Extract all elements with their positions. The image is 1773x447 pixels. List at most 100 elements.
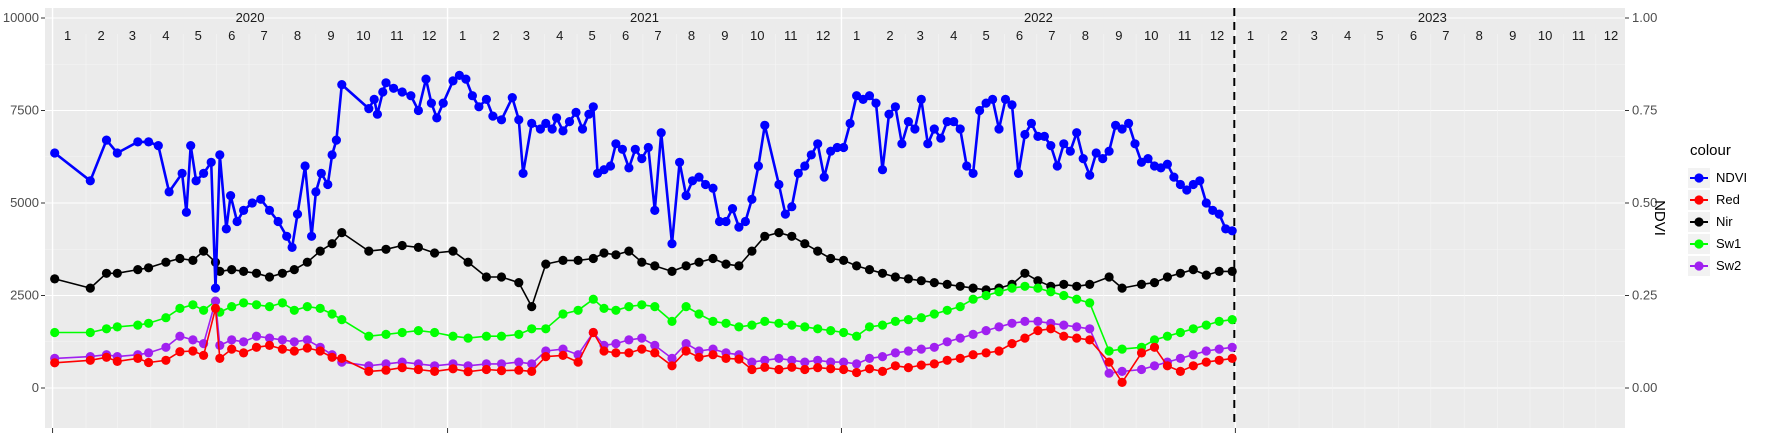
point-ndvi [813,139,823,149]
point-sw2 [826,357,836,367]
point-red [397,363,407,373]
point-red [1162,361,1172,371]
point-red [599,346,609,356]
y2-axis-title: NDVI [1651,200,1668,236]
point-ndvi [191,176,201,186]
legend-label-sw2: Sw2 [1716,258,1741,273]
point-red [227,344,237,354]
point-red [1188,361,1198,371]
point-ndvi [199,168,209,178]
point-red [251,342,262,352]
point-sw1 [681,302,691,312]
month-label: 9 [721,28,728,43]
point-ndvi [282,231,292,241]
point-ndvi [936,133,946,143]
point-red [942,355,952,365]
point-nir [1085,279,1095,289]
point-red [981,348,991,358]
point-sw1 [1149,335,1160,345]
point-red [448,364,458,374]
point-red [210,303,221,313]
point-sw1 [787,320,797,330]
point-red [558,350,568,360]
point-sw2 [215,340,225,350]
point-sw2 [381,359,391,369]
legend-key-point-sw2 [1694,261,1704,271]
year-label: 2020 [236,10,265,25]
point-ndvi [839,142,849,153]
point-sw2 [1033,316,1043,326]
series-sw2 [50,296,1237,378]
month-label: 10 [1144,28,1158,43]
point-sw1 [289,305,299,315]
point-nir [381,244,391,254]
point-ndvi [760,120,770,130]
point-sw2 [210,296,221,306]
point-sw2 [681,339,691,349]
point-nir [541,259,551,269]
point-sw1 [916,313,926,323]
point-sw1 [161,313,171,323]
point-sw2 [955,333,965,343]
point-ndvi [232,216,242,227]
month-label: 4 [556,28,563,43]
month-label: 10 [750,28,764,43]
point-red [364,366,374,376]
point-red [1085,335,1095,345]
point-ndvi [787,202,797,212]
point-red [1033,326,1043,336]
point-nir [968,283,978,293]
point-sw1 [144,318,154,328]
point-ndvi [1013,168,1024,178]
point-ndvi [181,207,191,217]
point-ndvi [413,105,423,116]
point-sw1 [826,326,836,336]
point-sw1 [1085,298,1095,308]
month-label: 2 [1280,28,1287,43]
point-ndvi [514,115,524,125]
point-ndvi [1182,185,1192,195]
point-sw1 [864,322,875,332]
point-sw2 [1020,316,1030,326]
point-sw2 [1136,364,1147,375]
point-sw1 [877,320,888,330]
y-tick-label: 5000 [10,195,39,210]
point-sw1 [541,324,551,334]
point-ndvi [975,105,985,116]
point-ndvi [708,183,718,193]
point-red [1201,357,1211,367]
point-ndvi [300,161,310,171]
point-ndvi [1026,118,1036,128]
point-red [239,348,249,358]
month-label: 1 [459,28,466,43]
point-ndvi [681,191,691,201]
point-red [1117,377,1127,387]
point-ndvi [571,107,581,117]
point-ndvi [897,139,907,149]
point-nir [397,240,407,251]
month-label: 3 [523,28,530,43]
point-ndvi [547,124,557,134]
point-red [813,363,823,373]
point-ndvi [448,76,458,86]
point-ndvi [221,224,231,234]
point-sw1 [611,305,621,315]
legend-key-point-sw1 [1694,239,1704,249]
point-red [650,348,660,358]
legend-key-point-red [1694,195,1704,205]
point-sw1 [337,315,347,325]
point-sw1 [188,300,198,310]
point-nir [85,283,95,293]
point-ndvi [617,144,628,154]
point-ndvi [675,157,685,167]
point-ndvi [949,117,959,127]
month-label: 11 [784,28,798,43]
point-nir [800,239,810,249]
point-ndvi [239,205,249,215]
point-nir [1033,276,1043,286]
month-label: 11 [390,28,404,43]
point-sw1 [955,302,965,312]
point-ndvi [364,104,374,114]
point-sw1 [1162,331,1172,341]
series-ndvi [50,70,1237,293]
